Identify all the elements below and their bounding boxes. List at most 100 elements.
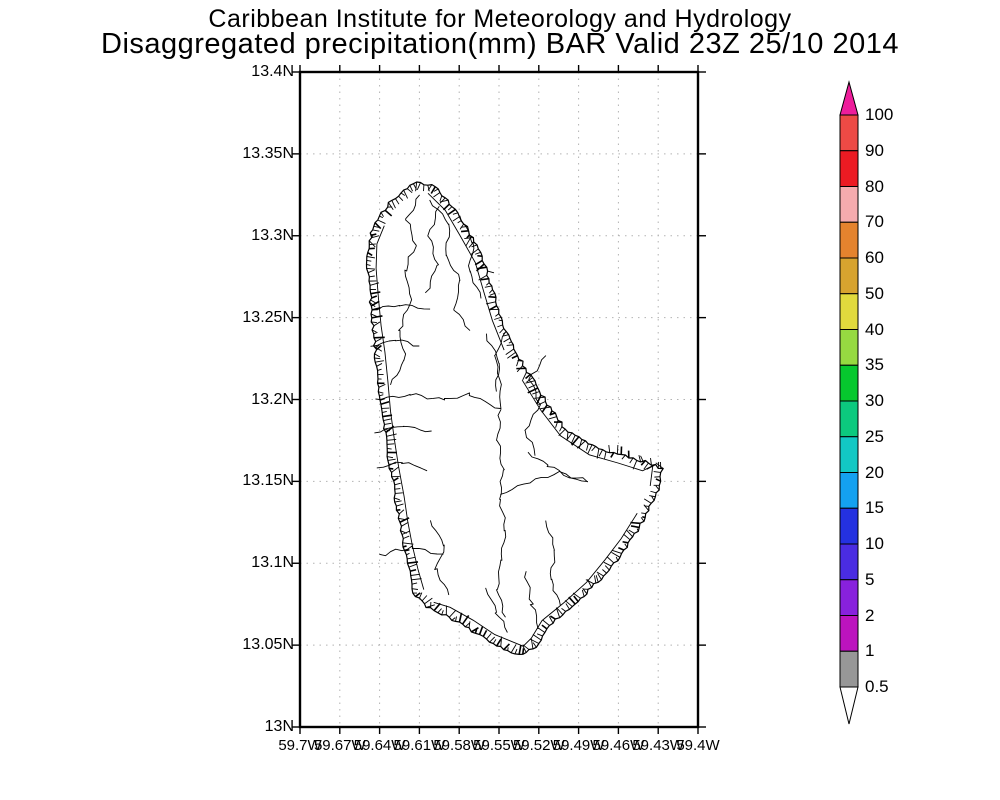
coast-hatch-tick (416, 182, 421, 190)
figure-title-product: Disaggregated precipitation(mm) BAR Vali… (101, 28, 899, 60)
colorbar-scale-label: 30 (865, 391, 884, 410)
coast-hatch-tick (540, 406, 551, 410)
coast-hatch-tick (457, 220, 462, 224)
coast-hatch-tick (379, 394, 384, 397)
coast-hatch-tick (502, 334, 509, 337)
coast-hatch-tick (508, 341, 512, 344)
coast-hatch-tick (366, 268, 375, 270)
coast-hatch-tick (643, 504, 650, 511)
coast-hatch-tick (455, 616, 457, 622)
coast-hatch-tick (621, 454, 626, 460)
coast-hatch-tick (525, 373, 532, 380)
coast-hatch-tick (388, 202, 394, 210)
coast-hatch-tick (459, 223, 465, 230)
coast-hatch-tick (370, 313, 378, 317)
coast-hatch-tick (522, 648, 525, 655)
coast-hatch-tick (643, 462, 649, 470)
coast-hatch-tick (367, 269, 375, 274)
coast-hatch-tick (394, 488, 401, 490)
coast-hatch-tick (640, 517, 645, 522)
coast-hatch-tick (414, 592, 421, 598)
coast-hatch-tick (593, 575, 597, 584)
coast-hatch-tick (542, 619, 550, 626)
coast-hatch-tick (371, 329, 377, 333)
coast-hatch-tick (640, 459, 646, 466)
watershed-boundary-line (379, 545, 444, 557)
coast-hatch-tick (640, 455, 644, 462)
coast-hatch-tick (383, 418, 392, 421)
coast-hatch-tick (366, 264, 371, 266)
coast-hatch-tick (510, 644, 517, 654)
watershed-boundary-line (376, 461, 428, 472)
coast-hatch-tick (409, 185, 414, 192)
coast-hatch-tick (623, 533, 631, 541)
coast-hatch-tick (424, 597, 433, 605)
coast-hatch-tick (537, 626, 546, 633)
coast-hatch-tick (427, 184, 433, 191)
coast-hatch-tick (573, 595, 579, 603)
coast-hatch-tick (655, 462, 664, 469)
colorbar-top-arrow (839, 80, 859, 116)
coast-hatch-tick (395, 198, 400, 205)
coast-hatch-tick (375, 338, 382, 343)
coast-hatch-tick (514, 648, 518, 655)
colorbar-bottom-arrow (839, 686, 859, 725)
coast-hatch-tick (439, 195, 443, 202)
y-axis-label: 13.1N (251, 554, 294, 572)
coast-hatch-tick (374, 353, 381, 358)
watershed-boundary-line (524, 571, 539, 630)
coast-hatch-tick (370, 291, 381, 295)
coast-hatch-tick (587, 444, 593, 454)
coast-hatch-tick (500, 636, 503, 647)
coast-hatch-tick (642, 516, 646, 519)
colorbar-scale-label: 0.5 (865, 677, 889, 696)
coast-hatch-tick (505, 348, 515, 356)
coast-hatch-tick (536, 394, 542, 405)
coast-hatch-tick (471, 627, 479, 633)
coast-hatch-tick (430, 186, 436, 194)
coast-hatch-tick (606, 556, 615, 564)
coast-hatch-tick (452, 216, 460, 222)
colorbar-scale-label: 25 (865, 426, 884, 446)
coast-hatch-tick (492, 639, 497, 644)
coast-hatch-tick (484, 285, 492, 288)
coast-hatch-tick (391, 466, 399, 473)
coast-hatch-tick (372, 229, 380, 232)
coast-hatch-tick (643, 498, 652, 504)
x-axis-label: 59.52W (512, 737, 565, 754)
coast-hatch-tick (541, 404, 548, 413)
coast-hatch-tick (628, 529, 635, 534)
colorbar-scale-label: 60 (865, 248, 884, 267)
coast-hatch-tick (451, 617, 456, 621)
y-axis-label: 13.05N (242, 636, 294, 654)
coast-hatch-tick (570, 435, 576, 445)
coast-hatch-tick (371, 321, 377, 324)
coast-hatch-tick (425, 604, 435, 608)
coast-hatch-tick (411, 588, 418, 590)
coast-hatch-tick (413, 183, 417, 190)
coast-hatch-tick (373, 321, 381, 327)
coast-hatch-tick (522, 372, 527, 381)
coast-hatch-tick (495, 638, 502, 647)
coast-hatch-tick (387, 458, 396, 461)
colorbar-scale-label: 70 (865, 212, 884, 232)
coast-hatch-tick (596, 571, 604, 577)
coast-hatch-tick (603, 561, 612, 567)
coast-hatch-tick (482, 629, 488, 637)
coast-hatch-tick (478, 626, 484, 635)
y-axis-label: 13.3N (251, 226, 294, 244)
colorbar-segment (839, 114, 859, 152)
coast-hatch-tick (488, 295, 497, 299)
coast-hatch-tick (638, 454, 642, 462)
coast-hatch-tick (447, 206, 453, 211)
coast-hatch-tick (449, 610, 457, 618)
coast-hatch-tick (561, 608, 566, 612)
coast-hatch-tick (476, 266, 487, 270)
coast-hatch-tick (591, 446, 596, 452)
coast-hatch-tick (408, 563, 417, 568)
coast-hatch-tick (398, 509, 405, 515)
colorbar-scale-label: 35 (865, 355, 884, 375)
colorbar-segment (839, 543, 859, 581)
coast-hatch-tick (487, 270, 495, 274)
